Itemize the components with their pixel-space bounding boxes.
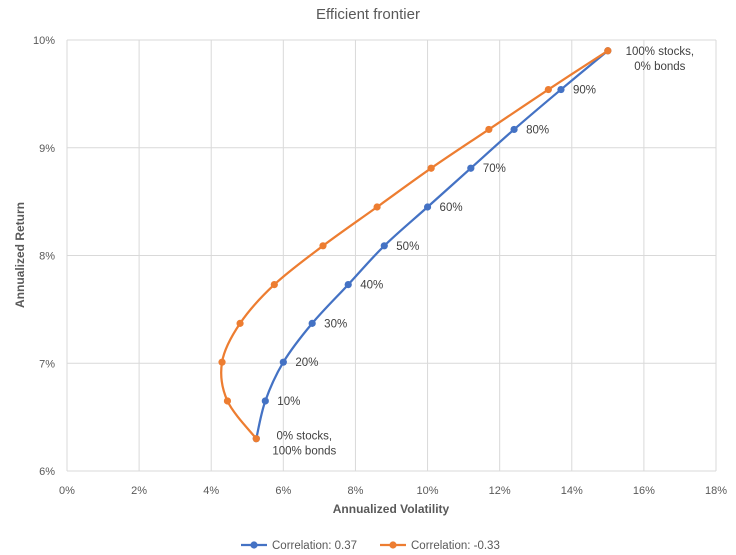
data-point <box>427 164 435 172</box>
y-tick-label: 10% <box>33 35 55 47</box>
point-label: 60% <box>440 202 463 214</box>
data-point <box>252 435 260 443</box>
legend-swatch-marker <box>389 541 397 549</box>
data-point <box>308 319 316 327</box>
series-lines <box>218 47 612 443</box>
legend-label: Correlation: 0.37 <box>272 540 357 552</box>
series-2 <box>218 47 612 443</box>
x-tick-label: 0% <box>59 485 75 497</box>
legend: Correlation: 0.37 Correlation: -0.33 <box>241 540 500 552</box>
series-line <box>255 49 609 439</box>
chart-title: Efficient frontier <box>316 6 420 23</box>
y-tick-label: 7% <box>39 358 55 370</box>
y-tick-label: 6% <box>39 466 55 478</box>
point-label: 100% stocks, <box>626 46 694 58</box>
data-point <box>319 242 327 250</box>
point-label: 90% <box>573 85 596 97</box>
x-tick-label: 14% <box>561 485 583 497</box>
point-label: 80% <box>526 124 549 136</box>
data-point <box>510 125 518 134</box>
data-point <box>344 280 352 289</box>
point-label: 10% <box>277 396 300 408</box>
point-label: 100% bonds <box>272 446 336 458</box>
data-point <box>261 397 269 405</box>
data-point <box>604 47 612 55</box>
data-point <box>557 85 565 94</box>
point-label: 70% <box>483 163 506 175</box>
y-axis-title: Annualized Return <box>13 202 27 308</box>
data-point <box>380 242 388 250</box>
y-tick-label: 9% <box>39 143 55 155</box>
point-label: 30% <box>324 318 347 330</box>
point-label: 0% bonds <box>634 61 685 73</box>
x-tick-label: 10% <box>417 485 439 497</box>
legend-item: Correlation: 0.37 <box>241 540 357 552</box>
x-tick-label: 6% <box>275 485 291 497</box>
point-label: 20% <box>295 357 318 369</box>
data-point <box>223 397 232 405</box>
y-tick-label: 8% <box>39 251 55 263</box>
x-tick-label: 16% <box>633 485 655 497</box>
x-tick-label: 2% <box>131 485 147 497</box>
data-point <box>373 203 381 211</box>
series-line <box>220 49 609 440</box>
gridlines <box>66 39 717 472</box>
data-point <box>236 319 244 327</box>
series-1 <box>252 47 612 443</box>
data-point <box>279 358 287 366</box>
data-point <box>485 125 493 134</box>
legend-swatch-marker <box>250 541 258 549</box>
x-tick-label: 12% <box>489 485 511 497</box>
x-tick-label: 8% <box>347 485 363 497</box>
data-point <box>270 280 278 289</box>
data-point <box>218 358 226 366</box>
point-label: 0% stocks, <box>276 431 332 443</box>
legend-item: Correlation: -0.33 <box>380 540 500 552</box>
data-point <box>467 164 475 172</box>
y-axis-ticks: 6% 7% 8% 9% 10% <box>33 35 55 478</box>
data-point <box>423 203 432 211</box>
point-label: 50% <box>396 241 419 253</box>
data-point <box>544 85 552 94</box>
x-axis-title: Annualized Volatility <box>333 502 450 516</box>
x-tick-label: 18% <box>705 485 727 497</box>
x-axis-ticks: 0% 2% 4% 6% 8% 10% 12% 14% 16% 18% <box>59 485 727 497</box>
point-annotations: 100% stocks, 0% bonds 90% 80% 70% 60% 50% 40% 30… <box>272 46 694 458</box>
x-tick-label: 4% <box>203 485 219 497</box>
point-label: 40% <box>360 280 383 292</box>
legend-label: Correlation: -0.33 <box>411 540 500 552</box>
